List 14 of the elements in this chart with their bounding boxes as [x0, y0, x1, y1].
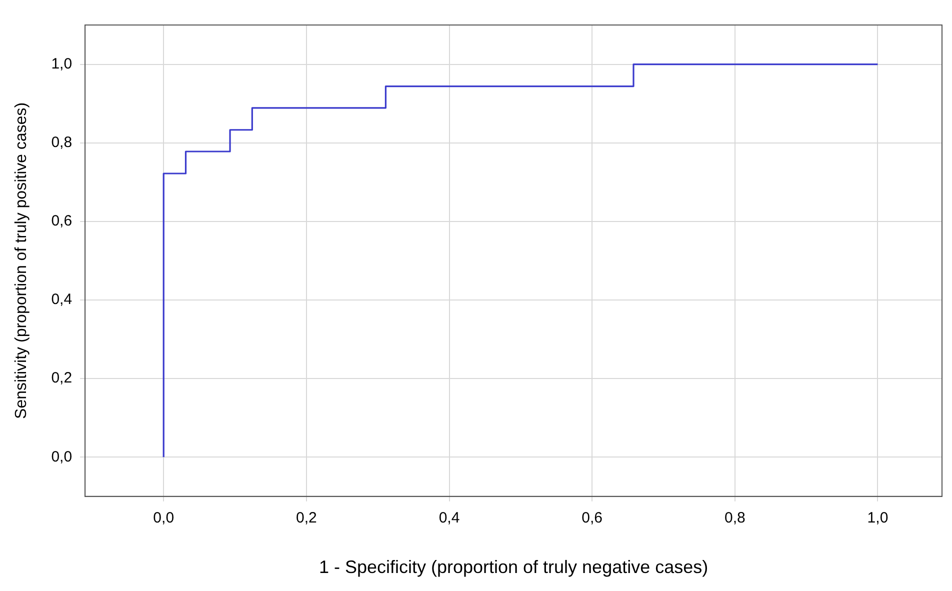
y-tick-label: 0,8	[51, 134, 72, 151]
x-tick-label: 1,0	[867, 510, 888, 527]
y-tick-label: 0,0	[51, 448, 72, 466]
y-tick-label: 0,2	[51, 370, 72, 387]
x-tick-label: 0,8	[724, 510, 746, 527]
x-tick-label: 0,6	[582, 510, 603, 527]
y-tick-label: 0,6	[51, 212, 72, 230]
y-axis-title: Sensitivity (proportion of truly positive cases)	[13, 102, 30, 419]
x-axis-title: 1 - Specificity (proportion of truly negative cases)	[318, 557, 708, 578]
y-tick-label: 1,0	[51, 55, 72, 72]
x-tick-label: 0,0	[153, 510, 174, 527]
x-tick-label: 0,4	[438, 510, 460, 527]
x-tick-label: 0,2	[296, 510, 317, 527]
y-tick-label: 0,4	[51, 291, 72, 308]
